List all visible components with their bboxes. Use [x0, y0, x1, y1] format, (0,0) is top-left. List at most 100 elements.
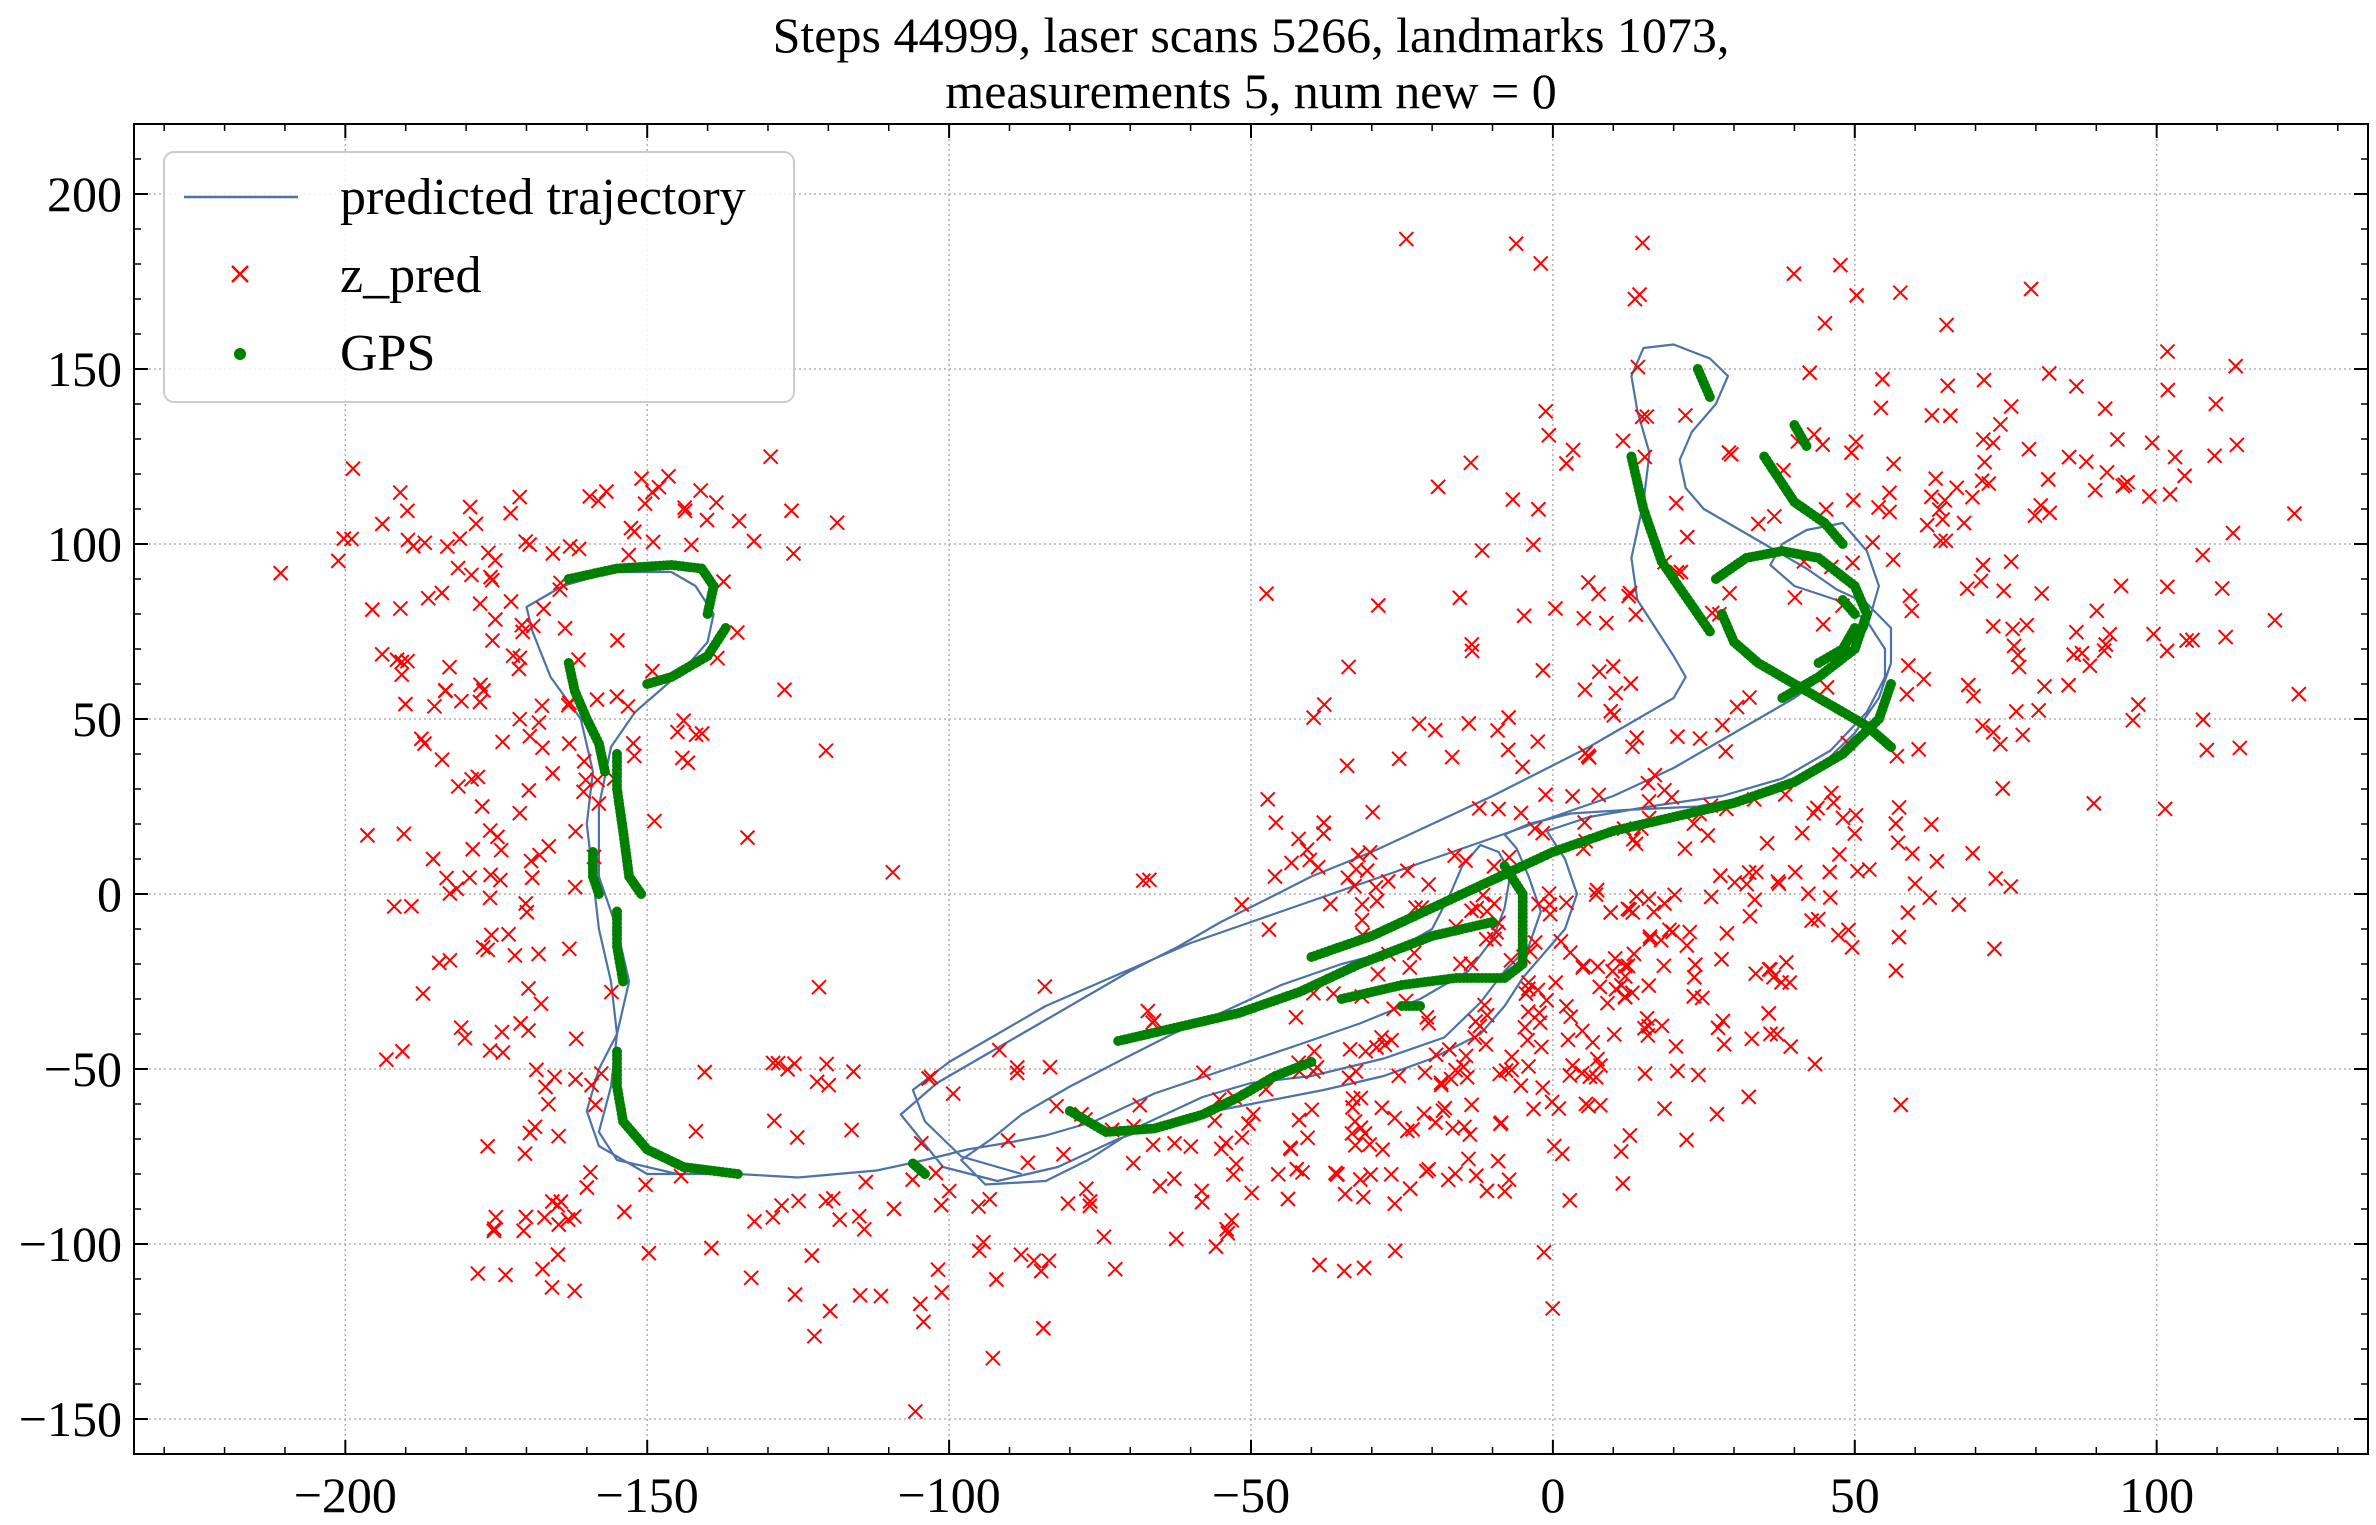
z-pred-marker [1463, 455, 1479, 471]
z-pred-marker-stroke [1558, 998, 1575, 1015]
z-pred-marker [528, 1062, 545, 1078]
z-pred-marker-stroke [1677, 407, 1694, 424]
gps-point [599, 766, 610, 777]
z-pred-marker-stroke [1686, 969, 1703, 985]
z-pred-marker-stroke [694, 725, 710, 742]
z-pred-marker [1404, 1121, 1421, 1138]
z-pred-marker [1316, 814, 1332, 831]
z-pred-marker [1861, 861, 1878, 878]
z-pred-marker [1517, 1019, 1533, 1036]
z-pred-marker [1686, 969, 1703, 985]
z-pred-marker [2102, 626, 2118, 642]
z-pred-marker-stroke [2144, 435, 2160, 451]
z-pred-marker-stroke [1530, 733, 1546, 750]
z-pred-marker-stroke [1721, 585, 1738, 602]
z-pred-marker [1631, 286, 1648, 303]
z-pred-marker-stroke [1844, 939, 1860, 956]
z-pred-marker-stroke [851, 1208, 867, 1224]
legend: predicted trajectory z_pred GPS [163, 151, 795, 403]
z-pred-marker-stroke [975, 1234, 992, 1250]
z-pred-marker-stroke [1135, 872, 1151, 889]
z-pred-marker [531, 714, 547, 731]
z-pred-marker-stroke [2006, 638, 2022, 654]
z-pred-marker [915, 1314, 932, 1330]
z-pred-marker-stroke [2061, 449, 2077, 465]
z-pred-marker-stroke [1464, 636, 1480, 653]
z-pred-marker-stroke [1218, 1221, 1235, 1237]
z-pred-marker-stroke [1679, 937, 1695, 954]
z-pred-marker-stroke [1668, 495, 1684, 511]
z-pred-marker [676, 499, 693, 516]
z-pred-marker [1783, 1038, 1799, 1055]
z-pred-marker-stroke [1654, 1018, 1670, 1034]
z-pred-marker-stroke [1402, 959, 1418, 976]
z-pred-marker [468, 516, 484, 532]
z-pred-marker [621, 547, 637, 563]
z-pred-marker [1508, 235, 1524, 252]
z-pred-marker [1986, 941, 2003, 957]
z-pred-marker-stroke [1280, 1191, 1296, 1207]
z-pred-marker-stroke [941, 1183, 957, 1199]
z-pred-marker-stroke [1520, 974, 1537, 991]
z-pred-marker-stroke [1769, 1026, 1785, 1042]
z-pred-marker [1630, 359, 1646, 375]
z-pred-marker [1440, 1172, 1456, 1188]
z-pred-marker [2021, 441, 2037, 457]
z-pred-marker [1770, 873, 1786, 890]
z-pred-marker [1794, 825, 1810, 841]
z-pred-marker-stroke [403, 898, 420, 915]
z-pred-marker [1479, 1007, 1495, 1023]
z-pred-marker-stroke [1641, 891, 1657, 907]
z-pred-marker [1240, 1115, 1257, 1132]
z-pred-marker-stroke [486, 1223, 502, 1239]
z-pred-marker-stroke [1535, 1079, 1551, 1096]
z-pred-marker-stroke [343, 531, 360, 547]
z-pred-marker [1608, 685, 1624, 701]
z-pred-marker-stroke [1686, 988, 1702, 1005]
z-pred-marker-stroke [620, 698, 636, 715]
z-pred-marker-stroke [1551, 1100, 1567, 1117]
z-pred-marker-stroke [1891, 929, 1907, 945]
z-pred-marker [991, 1042, 1008, 1058]
gps-point [702, 609, 713, 619]
z-pred-marker-stroke [497, 1267, 514, 1283]
z-pred-marker-stroke [923, 1069, 939, 1085]
z-pred-marker [1560, 1032, 1576, 1048]
z-pred-marker [644, 484, 661, 500]
z-pred-marker [1907, 876, 1923, 892]
z-pred-marker-stroke [1592, 1057, 1609, 1074]
z-pred-marker [1949, 480, 1965, 496]
z-pred-marker-stroke [1631, 286, 1648, 303]
z-pred-marker-stroke [1490, 915, 1507, 931]
z-pred-marker [1940, 378, 1956, 394]
z-pred-marker [1135, 872, 1151, 889]
z-pred-marker [522, 728, 538, 744]
z-pred-marker [544, 765, 561, 782]
z-pred-marker [1457, 852, 1474, 869]
z-pred-marker-stroke [1576, 610, 1592, 627]
z-pred-marker-stroke [359, 827, 376, 844]
z-pred-marker [985, 1350, 1001, 1366]
z-pred-marker [1910, 741, 1927, 758]
gps-point [1849, 609, 1860, 619]
z-pred-marker [1337, 1186, 1353, 1202]
z-pred-marker [1786, 266, 1802, 282]
z-pred-marker-stroke [1762, 1026, 1779, 1042]
z-pred-marker-stroke [1166, 1171, 1183, 1187]
z-pred-marker-stroke [536, 1209, 553, 1226]
z-pred-marker-stroke [625, 735, 641, 752]
z-pred-marker [1892, 284, 1909, 301]
z-pred-marker-stroke [1243, 1185, 1260, 1201]
z-pred-marker [1234, 1129, 1250, 1146]
z-pred-marker-stroke [461, 870, 478, 886]
z-pred-marker [1787, 864, 1803, 880]
z-pred-marker [2033, 497, 2049, 514]
z-pred-marker-stroke [852, 1287, 868, 1304]
z-pred-marker-stroke [1717, 743, 1734, 760]
z-pred-marker-stroke [2184, 632, 2201, 648]
z-pred-marker [1843, 445, 1860, 461]
z-pred-marker [1538, 403, 1554, 420]
z-pred-marker [1603, 703, 1619, 719]
z-pred-marker [1934, 511, 1951, 528]
z-pred-marker [416, 735, 433, 752]
